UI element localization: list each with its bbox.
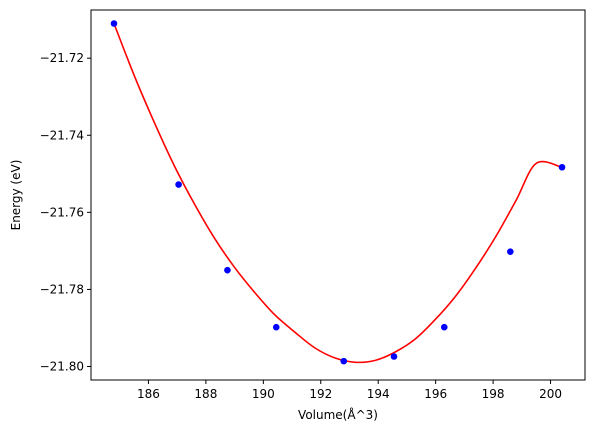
y-tick-label: −21.78 [40,282,84,296]
fit-curve-line [113,23,563,364]
x-tick-label: 192 [309,387,332,401]
y-axis-ticks: −21.72 −21.74 −21.76 −21.78 −21.80 [40,51,91,374]
y-axis-label: Energy (eV) [9,160,23,231]
x-tick-label: 196 [424,387,447,401]
y-tick-label: −21.80 [40,360,84,374]
data-point [175,181,182,188]
x-tick-label: 200 [539,387,562,401]
series-layer [110,20,566,365]
x-axis-ticks: 186 188 190 192 194 196 198 200 [137,380,562,401]
x-axis-label: Volume(Å^3) [298,407,378,422]
data-point [440,323,448,331]
x-tick-label: 198 [482,387,505,401]
data-point [390,353,398,360]
data-point [272,323,280,331]
y-tick-label: −21.72 [40,51,84,65]
x-tick-label: 194 [367,387,390,401]
y-tick-label: −21.76 [40,205,84,219]
y-tick-label: −21.74 [40,128,84,142]
x-tick-label: 186 [137,387,160,401]
x-tick-label: 190 [252,387,275,401]
x-tick-label: 188 [194,387,217,401]
data-point [507,248,514,255]
data-point [558,163,566,171]
data-point [224,266,231,274]
data-point [110,20,118,27]
plot-area-frame [90,9,586,381]
data-point [340,357,348,365]
